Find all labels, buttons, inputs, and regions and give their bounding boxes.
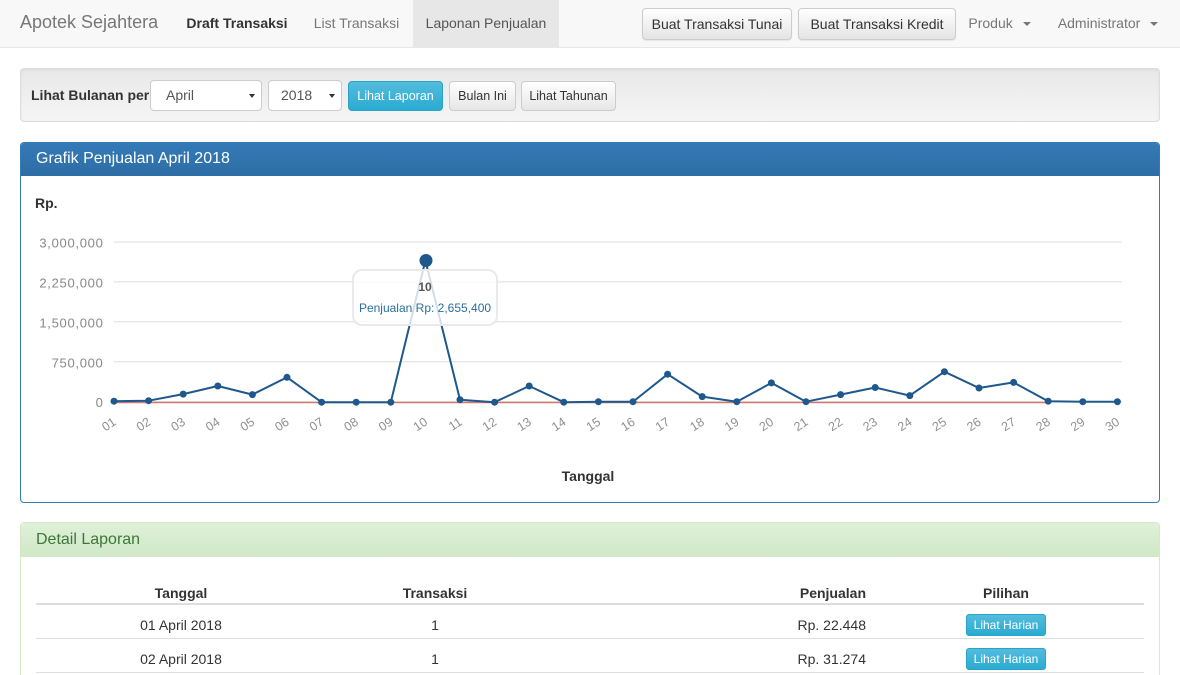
svg-text:2,250,000: 2,250,000	[39, 275, 103, 290]
svg-text:1,500,000: 1,500,000	[39, 315, 103, 330]
svg-text:02: 02	[134, 415, 153, 434]
svg-text:07: 07	[307, 415, 326, 434]
svg-text:12: 12	[480, 415, 499, 434]
svg-text:30: 30	[1103, 415, 1122, 434]
svg-text:27: 27	[999, 415, 1018, 434]
svg-text:13: 13	[515, 415, 534, 434]
svg-text:3,000,000: 3,000,000	[39, 236, 103, 251]
svg-text:04: 04	[203, 415, 222, 434]
svg-text:26: 26	[964, 415, 983, 434]
svg-text:750,000: 750,000	[52, 355, 104, 370]
svg-text:20: 20	[757, 415, 776, 434]
svg-text:03: 03	[169, 415, 188, 434]
svg-text:28: 28	[1034, 415, 1053, 434]
svg-text:23: 23	[861, 415, 880, 434]
svg-text:0: 0	[96, 395, 104, 410]
svg-text:14: 14	[549, 415, 568, 434]
svg-text:16: 16	[618, 415, 637, 434]
svg-text:21: 21	[791, 415, 810, 434]
svg-text:10: 10	[411, 415, 430, 434]
svg-text:18: 18	[688, 415, 707, 434]
svg-text:11: 11	[446, 415, 465, 434]
svg-text:01: 01	[99, 415, 118, 434]
svg-text:25: 25	[930, 415, 949, 434]
svg-text:08: 08	[342, 415, 361, 434]
svg-text:09: 09	[376, 415, 395, 434]
svg-text:15: 15	[584, 415, 603, 434]
svg-text:29: 29	[1068, 415, 1087, 434]
svg-text:19: 19	[722, 415, 741, 434]
svg-text:22: 22	[826, 415, 845, 434]
svg-text:05: 05	[238, 415, 257, 434]
svg-text:17: 17	[653, 415, 672, 434]
svg-text:06: 06	[272, 415, 291, 434]
svg-text:24: 24	[895, 415, 914, 434]
